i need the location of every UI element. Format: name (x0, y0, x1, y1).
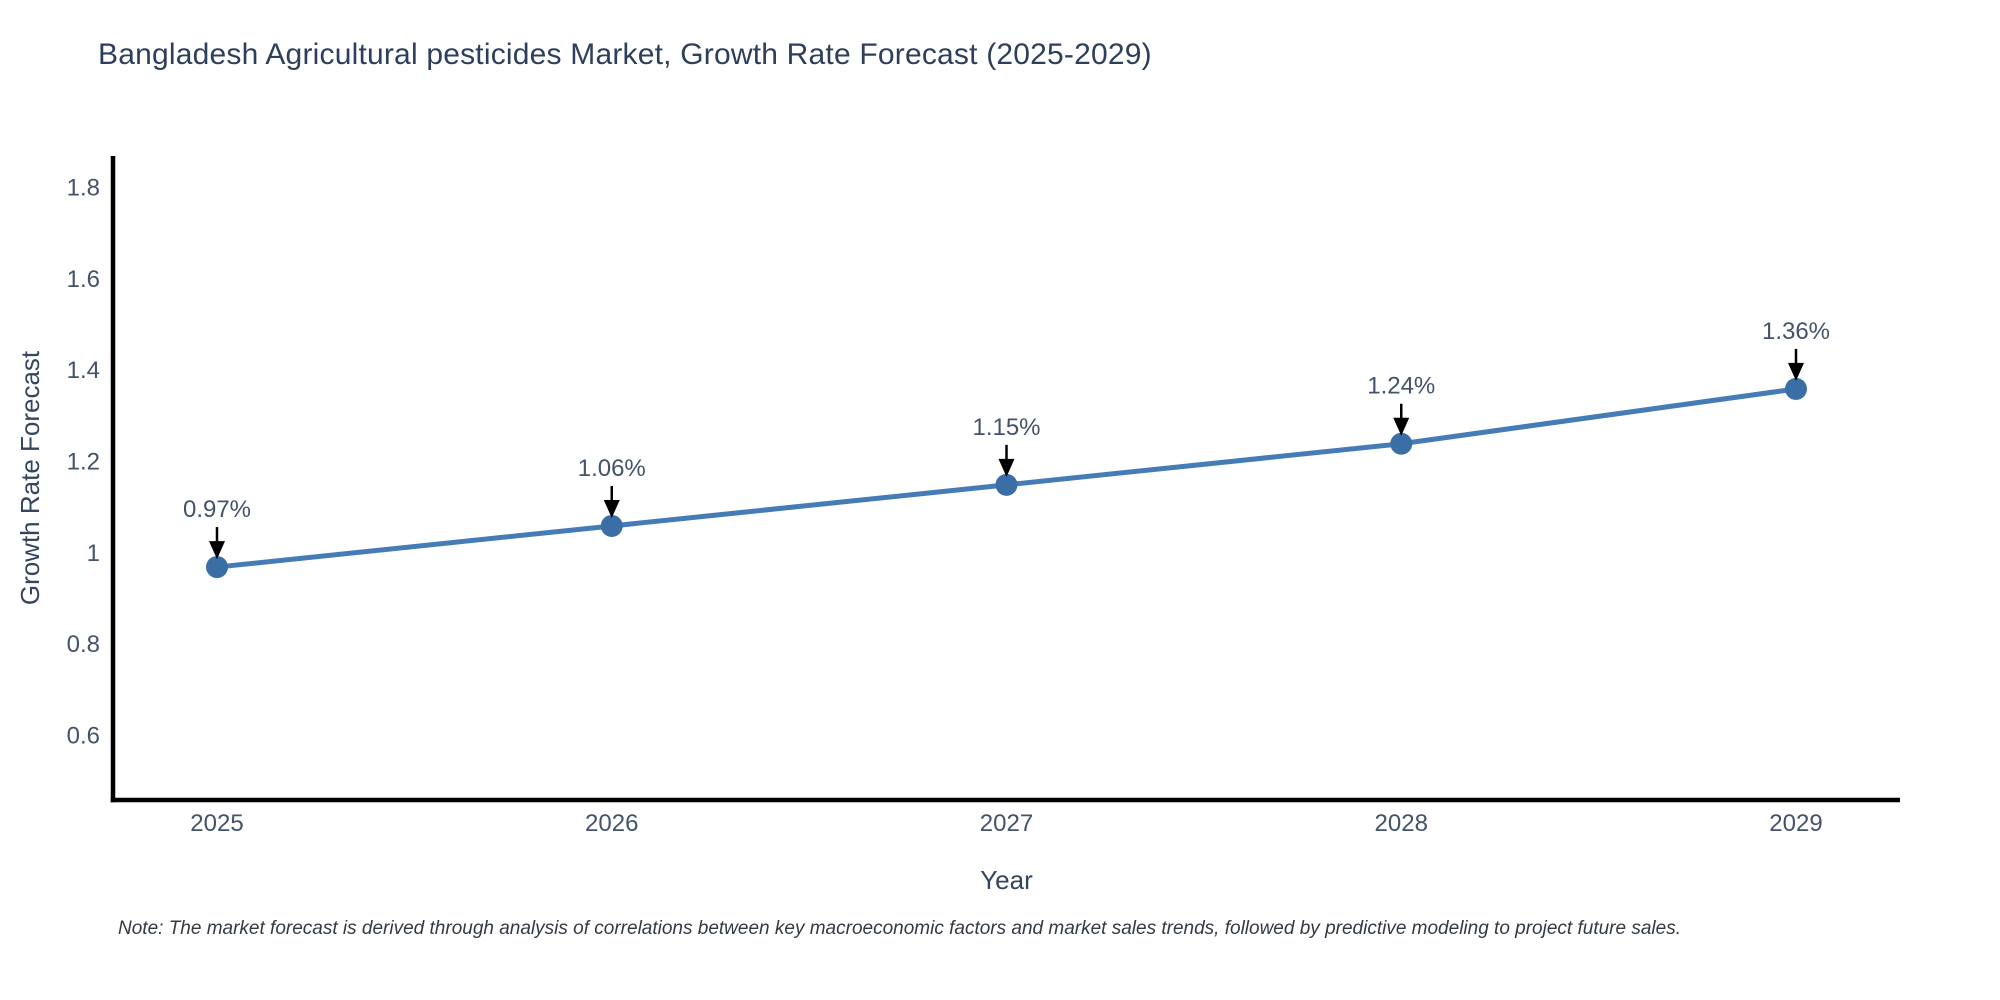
data-point-2025 (206, 556, 228, 579)
y-tick-label: 0.8 (67, 631, 100, 658)
point-value-label: 1.15% (972, 414, 1040, 441)
data-point-2029 (1785, 377, 1807, 400)
point-value-label: 1.24% (1367, 373, 1435, 400)
y-tick-label: 1.8 (67, 174, 100, 201)
y-tick-label: 1.4 (67, 357, 100, 384)
x-tick-label: 2028 (1375, 810, 1428, 837)
footnote: Note: The market forecast is derived thr… (118, 918, 1681, 939)
annotation-arrow-head (209, 541, 225, 560)
annotation-arrow-head (998, 458, 1015, 477)
annotation-arrow-head (603, 499, 620, 518)
y-tick-label: 1 (87, 540, 100, 567)
point-value-label: 1.36% (1762, 318, 1830, 345)
data-point-2028 (1390, 432, 1413, 455)
point-value-label: 1.06% (578, 455, 646, 482)
y-tick-label: 0.6 (67, 723, 100, 750)
x-tick-label: 2027 (980, 810, 1033, 837)
y-tick-label: 1.6 (67, 266, 100, 293)
x-tick-label: 2026 (585, 810, 638, 837)
point-value-label: 0.97% (183, 496, 251, 523)
y-tick-label: 1.2 (67, 449, 100, 476)
data-point-2026 (600, 514, 623, 537)
x-tick-label: 2029 (1769, 810, 1822, 837)
annotation-arrow-head (1788, 362, 1804, 381)
data-point-2027 (995, 473, 1018, 496)
x-tick-label: 2025 (190, 810, 243, 837)
y-axis-title: Growth Rate Forecast (15, 350, 45, 605)
annotation-arrow-head (1393, 417, 1410, 436)
x-axis-title: Year (980, 865, 1033, 895)
chart-title: Bangladesh Agricultural pesticides Marke… (98, 38, 1152, 71)
